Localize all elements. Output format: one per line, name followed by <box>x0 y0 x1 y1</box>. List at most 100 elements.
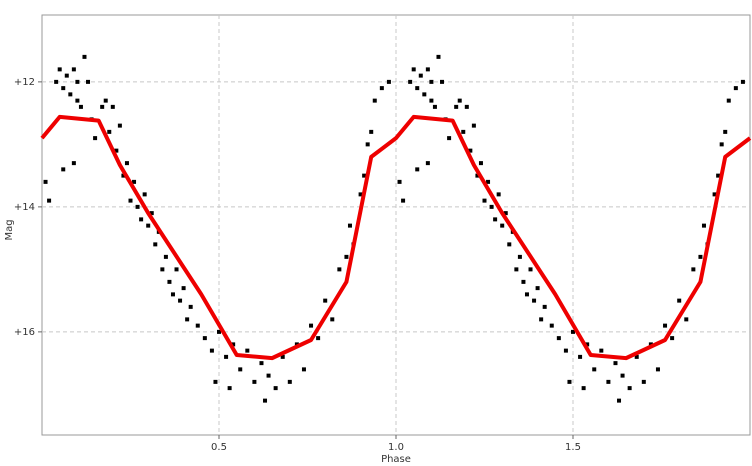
data-point <box>415 167 420 172</box>
y-tick-label: +16 <box>14 327 35 338</box>
data-point <box>117 123 122 128</box>
y-tick-label: +12 <box>14 77 35 88</box>
data-point <box>726 98 731 103</box>
data-point <box>436 54 441 59</box>
data-point <box>386 79 391 84</box>
data-point <box>571 329 575 334</box>
data-point <box>107 129 112 134</box>
data-point <box>478 161 483 166</box>
data-point <box>634 354 639 359</box>
data-point <box>684 317 689 322</box>
data-point <box>149 211 154 216</box>
data-point <box>397 179 402 184</box>
data-point <box>500 223 505 228</box>
data-point <box>217 329 221 334</box>
data-point <box>132 179 137 184</box>
data-point <box>408 79 413 84</box>
data-point <box>723 129 728 134</box>
x-tick-label: 0.5 <box>211 442 227 453</box>
data-point <box>280 354 285 359</box>
data-point <box>549 323 554 328</box>
data-point <box>369 129 374 134</box>
data-point <box>71 67 76 72</box>
data-point <box>259 361 264 366</box>
data-point <box>103 98 108 103</box>
data-point <box>535 286 540 291</box>
data-point <box>238 367 243 372</box>
data-point <box>539 317 544 322</box>
data-point <box>121 173 126 178</box>
data-point <box>581 386 586 391</box>
data-point <box>496 192 501 197</box>
data-point <box>365 142 370 147</box>
data-point <box>655 367 660 372</box>
data-point <box>301 367 306 372</box>
data-point <box>567 379 572 384</box>
data-point <box>347 223 352 228</box>
data-point <box>294 342 299 347</box>
data-point <box>188 304 193 309</box>
data-point <box>224 354 229 359</box>
data-point <box>627 386 632 391</box>
data-point <box>563 348 568 353</box>
data-point <box>425 67 430 72</box>
data-point <box>532 298 537 303</box>
data-point <box>641 379 646 384</box>
data-point <box>461 129 466 134</box>
data-point <box>677 298 682 303</box>
data-point <box>266 373 271 378</box>
data-point <box>471 123 476 128</box>
data-point <box>599 348 604 353</box>
data-point <box>75 79 80 84</box>
data-point <box>153 242 158 247</box>
data-point <box>231 342 236 347</box>
data-point <box>592 367 597 372</box>
data-point <box>213 379 218 384</box>
data-point <box>691 267 696 272</box>
data-point <box>468 148 473 153</box>
data-point <box>578 354 583 359</box>
data-point <box>287 379 292 384</box>
data-point <box>733 86 738 91</box>
data-point <box>227 386 232 391</box>
data-point <box>209 348 214 353</box>
data-point <box>415 86 420 91</box>
x-axis-label: Phase <box>381 454 411 465</box>
data-point <box>514 267 519 272</box>
x-tick-label: 1.0 <box>388 442 404 453</box>
data-point <box>454 104 459 109</box>
data-point <box>425 161 430 166</box>
data-point <box>432 104 437 109</box>
data-point <box>503 211 508 216</box>
data-point <box>185 317 190 322</box>
data-point <box>585 342 590 347</box>
data-point <box>344 254 349 259</box>
data-point <box>68 92 73 97</box>
data-point <box>337 267 342 272</box>
data-point <box>110 104 115 109</box>
data-point <box>429 98 434 103</box>
data-point <box>309 323 314 328</box>
data-point <box>712 192 717 197</box>
data-point <box>482 198 487 203</box>
data-point <box>82 54 87 59</box>
data-point <box>362 173 367 178</box>
data-point <box>78 104 83 109</box>
data-point <box>740 79 745 84</box>
data-point <box>447 136 452 141</box>
data-point <box>542 304 547 309</box>
data-point <box>716 173 721 178</box>
data-point <box>174 267 179 272</box>
data-point <box>670 336 675 341</box>
data-point <box>429 79 434 84</box>
data-point <box>178 298 183 303</box>
data-point <box>195 323 200 328</box>
data-point <box>379 86 384 91</box>
data-point <box>475 173 480 178</box>
data-point <box>202 336 207 341</box>
data-point <box>358 192 363 197</box>
data-point <box>273 386 278 391</box>
data-point <box>528 267 533 272</box>
data-point <box>411 67 416 72</box>
data-point <box>146 223 151 228</box>
